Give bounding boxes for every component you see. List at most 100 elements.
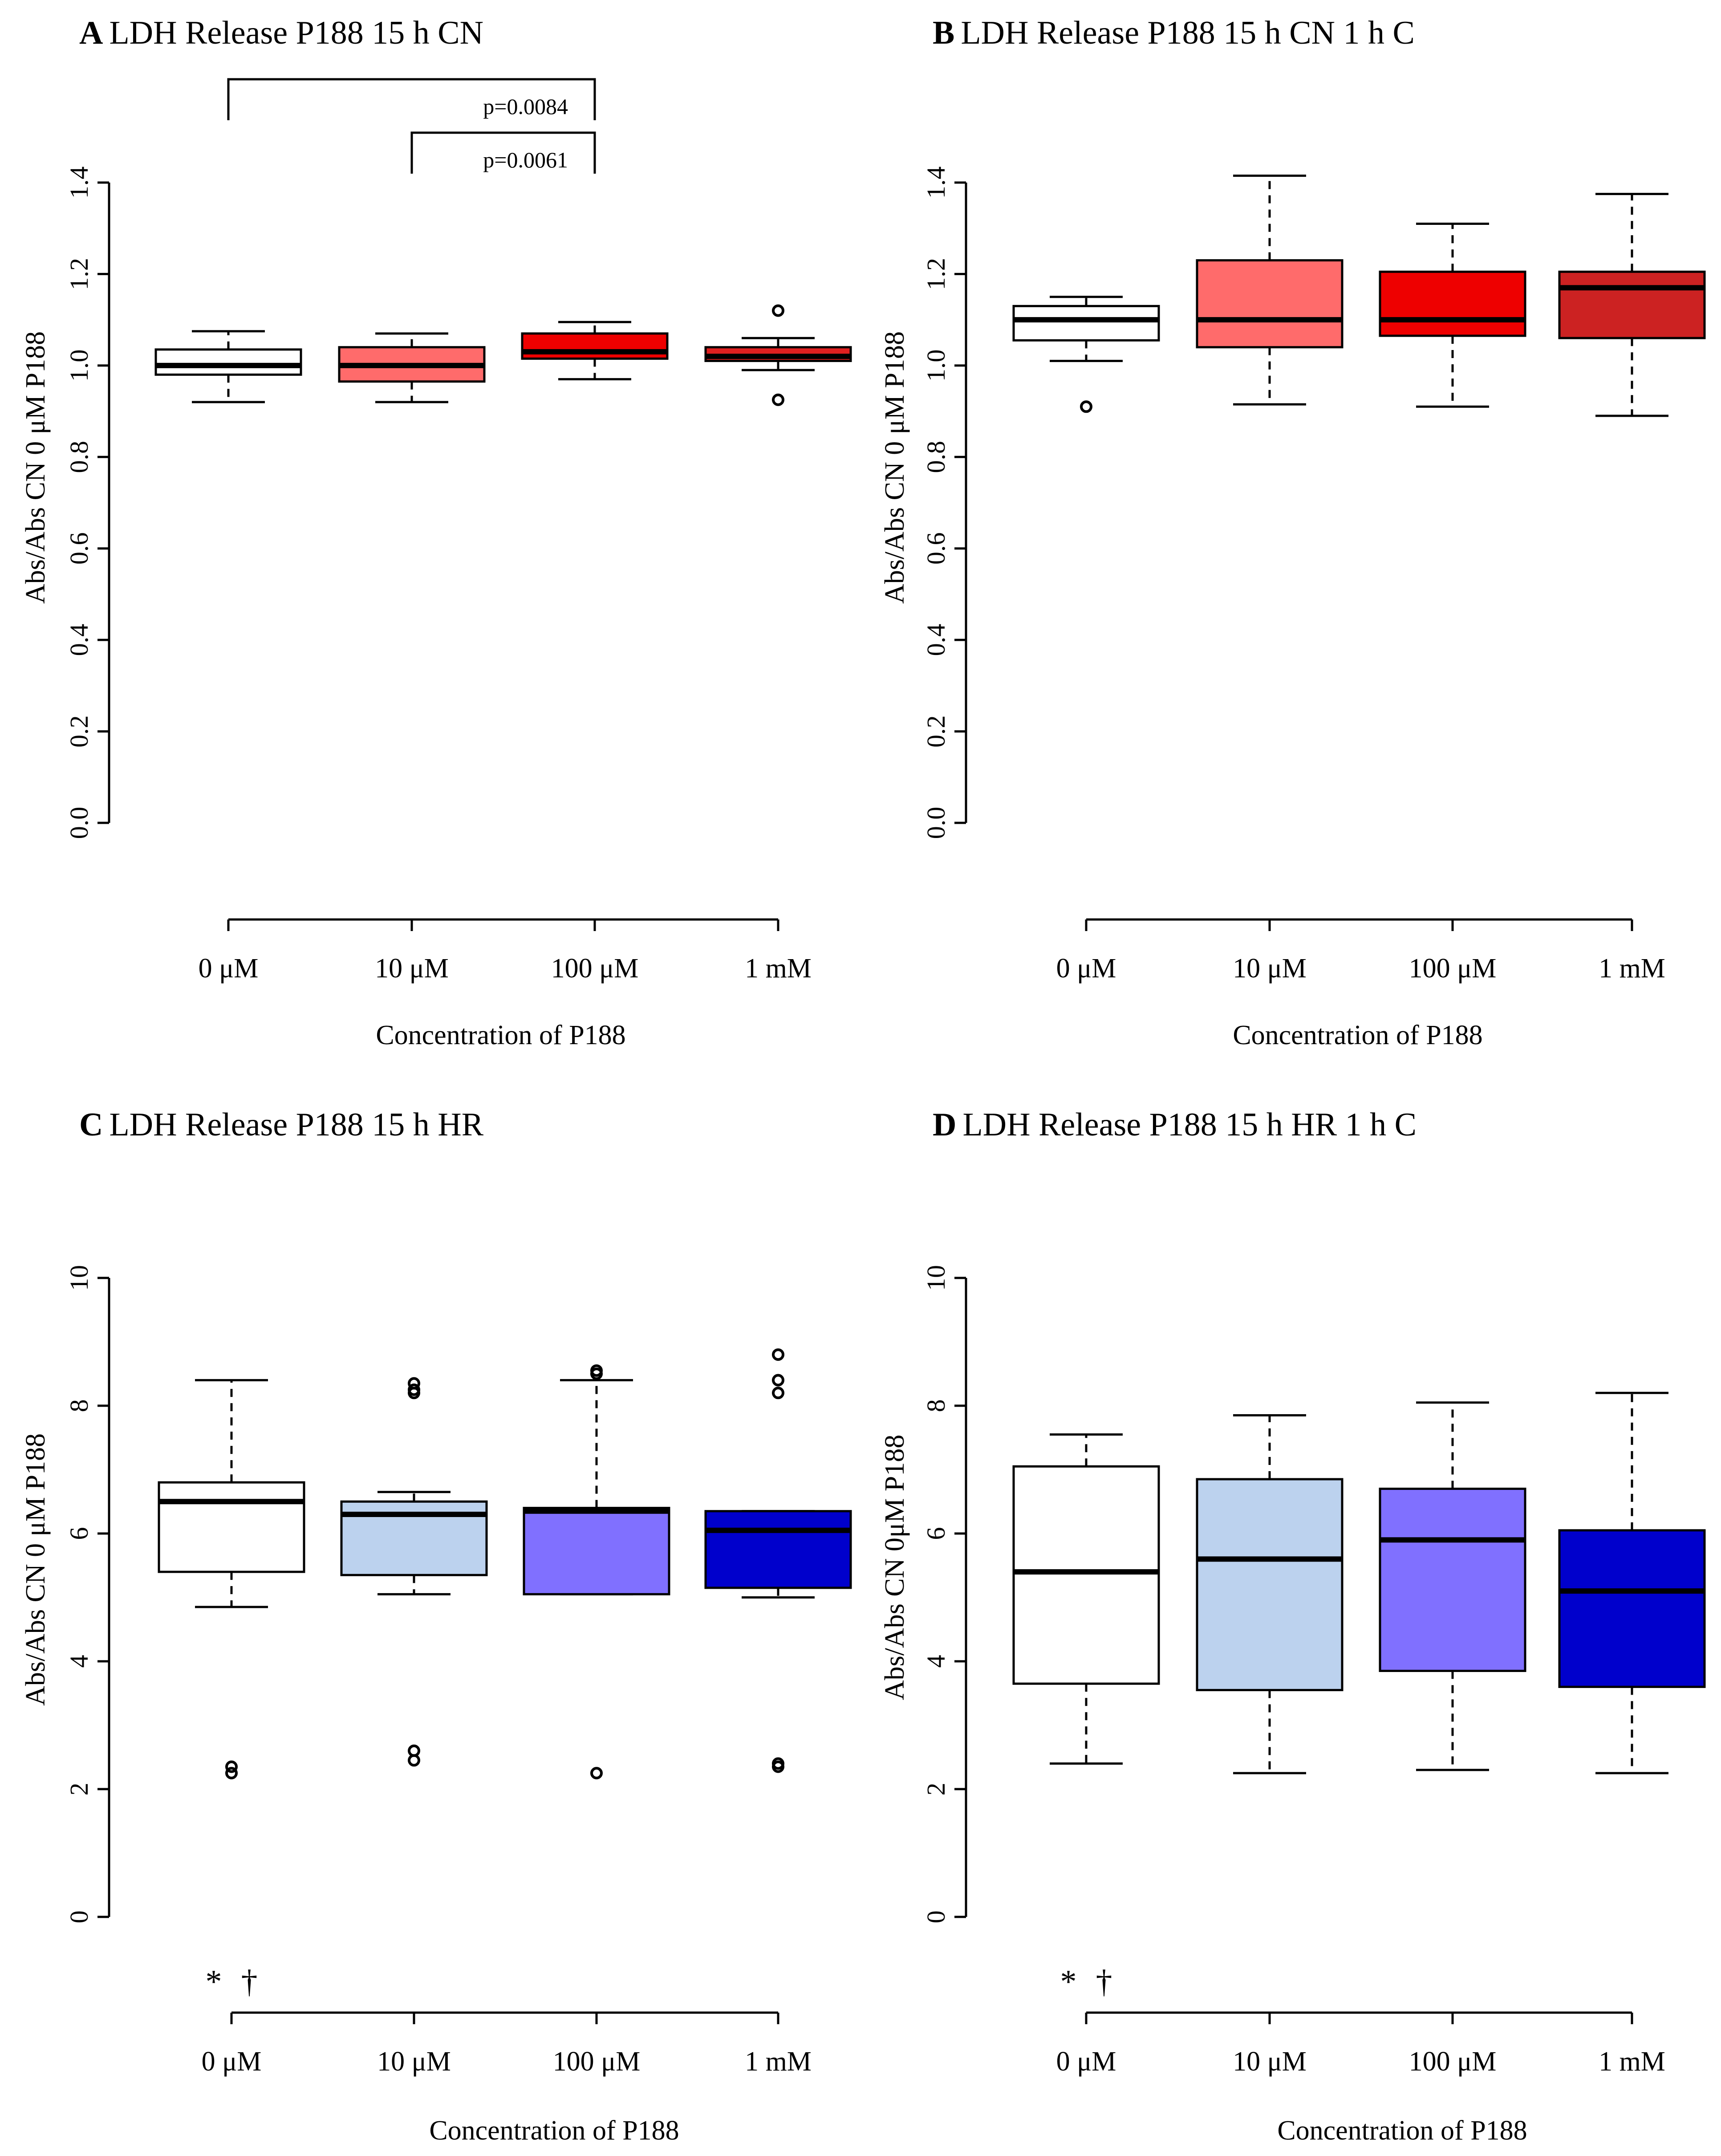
- panel-d-title: D LDH Release P188 15 h HR 1 h C: [933, 1106, 1417, 1143]
- x-tick-label: 10 μM: [375, 953, 449, 984]
- y-tick-label: 0.2: [65, 715, 93, 748]
- panel-a-xlabel: Concentration of P188: [376, 1020, 625, 1050]
- box-group: [1012, 296, 1160, 413]
- y-tick-label: 1.4: [921, 167, 950, 199]
- box-iqr: [1196, 1478, 1344, 1692]
- x-tick-label: 100 μM: [551, 953, 639, 984]
- panel-d: D LDH Release P188 15 h HR 1 h C Abs/Abs …: [880, 1106, 1706, 2146]
- significance-symbol: *: [1060, 1964, 1077, 2000]
- box-group: [1196, 1414, 1344, 1774]
- y-tick-label: 0: [65, 1911, 93, 1924]
- panel-d-xlabel: Concentration of P188: [1277, 2115, 1527, 2146]
- box-group: [1379, 222, 1526, 408]
- panel-a-title: A LDH Release P188 15 h CN: [79, 15, 483, 51]
- x-tick-label: 100 μM: [1409, 953, 1497, 984]
- panel-c: C LDH Release P188 15 h HR Abs/Abs CN 0 μ…: [20, 1106, 852, 2146]
- y-tick-label: 1.0: [921, 350, 950, 382]
- y-tick-label: 0.0: [921, 807, 950, 839]
- p-value-label: p=0.0061: [483, 147, 568, 172]
- y-tick-label: 0.8: [65, 441, 93, 473]
- box-iqr: [521, 332, 669, 360]
- box-group: [1558, 1391, 1706, 1774]
- box-iqr: [1558, 270, 1706, 339]
- box-group: [1012, 1433, 1160, 1765]
- outlier-point: [408, 1387, 420, 1399]
- box-iqr: [1379, 270, 1526, 337]
- box-group: [340, 1377, 488, 1767]
- y-tick-label: 1.4: [65, 167, 93, 199]
- x-tick-label: 1 mM: [1599, 953, 1665, 984]
- panel-c-title-text: LDH Release P188 15 h HR: [109, 1106, 483, 1143]
- panel-c-xlabel: Concentration of P188: [429, 2115, 679, 2146]
- x-tick-label: 1 mM: [745, 2046, 812, 2077]
- panel-b-letter: B: [933, 15, 954, 51]
- significance-symbol: †: [1096, 1964, 1112, 2000]
- box-iqr: [154, 348, 302, 376]
- box-iqr: [1012, 1465, 1160, 1685]
- y-tick-label: 1.0: [65, 350, 93, 382]
- bracket-line: [410, 131, 596, 174]
- y-tick-label: 8: [921, 1399, 950, 1412]
- y-tick-label: 0.8: [921, 441, 950, 473]
- y-tick-label: 4: [65, 1655, 93, 1668]
- y-tick-label: 0: [921, 1911, 950, 1924]
- y-tick-label: 4: [921, 1655, 950, 1668]
- outlier-point: [772, 1374, 784, 1387]
- y-tick-label: 0.6: [65, 532, 93, 565]
- outlier-point: [590, 1767, 603, 1780]
- y-tick-label: 1.2: [921, 258, 950, 290]
- box-group: [1558, 193, 1706, 417]
- box-group: [338, 332, 486, 403]
- box-group: [154, 330, 302, 403]
- panel-a: A LDH Release P188 15 h CN Abs/Abs CN 0 μ…: [20, 15, 852, 1050]
- significance-bracket: p=0.0061: [410, 131, 596, 174]
- box-group: [1196, 175, 1344, 406]
- panel-b-title: B LDH Release P188 15 h CN 1 h C: [933, 15, 1415, 51]
- x-tick-label: 1 mM: [745, 953, 812, 984]
- y-tick-label: 0.4: [921, 624, 950, 656]
- box-iqr: [158, 1481, 305, 1573]
- box-iqr: [1012, 305, 1160, 342]
- panel-b-xlabel: Concentration of P188: [1233, 1020, 1482, 1050]
- y-tick-label: 6: [921, 1527, 950, 1540]
- panel-a-letter: A: [79, 15, 103, 51]
- x-tick-label: 0 μM: [199, 953, 259, 984]
- panel-b-title-text: LDH Release P188 15 h CN 1 h C: [961, 15, 1415, 51]
- y-tick-label: 0.6: [921, 532, 950, 565]
- bracket-line: [227, 78, 596, 120]
- p-value-label: p=0.0084: [483, 94, 568, 119]
- panel-c-ylabel: Abs/Abs CN 0 μM P188: [20, 1433, 51, 1706]
- x-tick-label: 0 μM: [1056, 2046, 1116, 2077]
- y-tick-label: 2: [65, 1783, 93, 1796]
- y-tick-label: 2: [921, 1783, 950, 1796]
- box-group: [158, 1379, 305, 1780]
- box-group: [704, 1348, 852, 1773]
- x-tick-label: 10 μM: [377, 2046, 451, 2077]
- panel-d-title-text: LDH Release P188 15 h HR 1 h C: [962, 1106, 1417, 1143]
- x-tick-label: 10 μM: [1233, 2046, 1307, 2077]
- panel-b-ylabel: Abs/Abs CN 0 μM P188: [880, 331, 910, 604]
- box-iqr: [1379, 1488, 1526, 1672]
- y-tick-label: 10: [921, 1265, 950, 1291]
- y-tick-label: 1.2: [65, 258, 93, 290]
- outlier-point: [408, 1754, 420, 1767]
- x-tick-label: 0 μM: [202, 2046, 262, 2077]
- outlier-point: [225, 1760, 238, 1773]
- outlier-point: [772, 304, 784, 317]
- y-tick-label: 0.0: [65, 807, 93, 839]
- panel-c-letter: C: [79, 1106, 103, 1143]
- box-group: [523, 1364, 670, 1780]
- significance-bracket: p=0.0084: [227, 78, 596, 120]
- box-group: [704, 304, 852, 406]
- outlier-point: [772, 1348, 784, 1361]
- panel-a-title-text: LDH Release P188 15 h CN: [109, 15, 483, 51]
- outlier-point: [772, 1387, 784, 1399]
- x-tick-label: 0 μM: [1056, 953, 1116, 984]
- outlier-point: [772, 1760, 784, 1773]
- significance-symbol: †: [241, 1964, 258, 2000]
- box-iqr: [704, 1510, 852, 1589]
- box-iqr: [1196, 259, 1344, 349]
- x-tick-label: 100 μM: [553, 2046, 641, 2077]
- box-group: [521, 321, 669, 381]
